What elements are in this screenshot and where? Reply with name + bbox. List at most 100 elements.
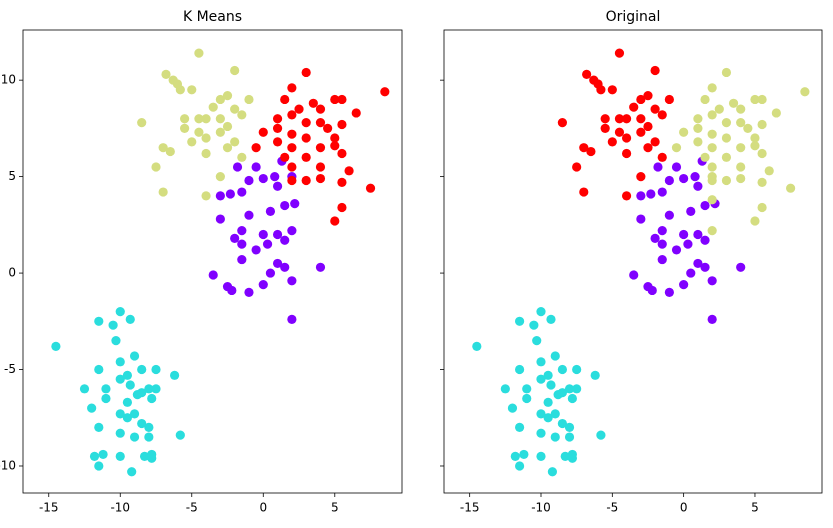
point bbox=[707, 276, 717, 286]
point bbox=[201, 114, 211, 124]
point bbox=[98, 449, 108, 460]
point bbox=[270, 172, 280, 182]
y-tick-label: 5 bbox=[8, 169, 16, 183]
point bbox=[543, 413, 553, 423]
point bbox=[507, 403, 518, 413]
point bbox=[272, 258, 283, 269]
y-tick-label: 0 bbox=[8, 266, 16, 280]
point bbox=[144, 432, 154, 442]
point bbox=[129, 432, 140, 442]
point bbox=[330, 141, 340, 151]
point bbox=[586, 146, 596, 157]
point bbox=[629, 270, 639, 280]
point bbox=[323, 123, 333, 133]
point bbox=[215, 127, 225, 137]
point bbox=[187, 137, 197, 147]
point bbox=[137, 364, 147, 375]
point bbox=[664, 210, 674, 220]
point bbox=[215, 114, 225, 124]
point bbox=[757, 202, 767, 213]
point bbox=[700, 152, 710, 162]
point bbox=[550, 409, 560, 419]
point bbox=[330, 94, 340, 105]
point bbox=[244, 175, 254, 186]
point bbox=[337, 148, 347, 159]
point bbox=[515, 461, 525, 471]
point bbox=[693, 229, 703, 240]
axes-frame bbox=[443, 29, 823, 494]
point bbox=[344, 166, 354, 176]
y-tick-label: -5 bbox=[4, 362, 16, 376]
point bbox=[272, 123, 283, 133]
point bbox=[546, 314, 556, 324]
point bbox=[194, 127, 204, 137]
point bbox=[51, 341, 61, 351]
point bbox=[657, 254, 667, 265]
point bbox=[629, 102, 639, 112]
point bbox=[137, 418, 147, 429]
point bbox=[714, 104, 724, 114]
point bbox=[671, 162, 682, 172]
point bbox=[201, 133, 211, 143]
point bbox=[472, 341, 482, 351]
point bbox=[519, 449, 529, 460]
point bbox=[115, 451, 125, 461]
point bbox=[215, 172, 225, 182]
point bbox=[636, 127, 646, 137]
point bbox=[272, 229, 283, 240]
point bbox=[543, 397, 553, 407]
point bbox=[736, 104, 746, 114]
point bbox=[657, 152, 667, 162]
point bbox=[115, 307, 125, 317]
point bbox=[230, 137, 240, 147]
point bbox=[500, 384, 510, 394]
point bbox=[764, 166, 774, 176]
point bbox=[287, 129, 297, 139]
point bbox=[222, 121, 233, 132]
point bbox=[522, 393, 532, 404]
point bbox=[643, 90, 653, 101]
point bbox=[287, 276, 297, 286]
point bbox=[111, 335, 121, 346]
point bbox=[693, 123, 703, 133]
point bbox=[600, 123, 610, 133]
point bbox=[79, 384, 90, 394]
point bbox=[280, 200, 290, 211]
x-tick-label: -5 bbox=[186, 501, 198, 515]
point bbox=[180, 114, 190, 124]
point bbox=[536, 428, 546, 438]
point bbox=[721, 67, 732, 78]
point bbox=[125, 314, 135, 324]
point bbox=[721, 133, 732, 143]
point bbox=[636, 114, 646, 124]
point bbox=[786, 183, 796, 193]
point bbox=[237, 152, 247, 162]
x-tick-label: -10 bbox=[531, 501, 551, 515]
point bbox=[707, 143, 717, 153]
point bbox=[287, 175, 297, 186]
point bbox=[201, 191, 211, 201]
point bbox=[579, 143, 589, 153]
point bbox=[144, 422, 154, 433]
point bbox=[707, 314, 717, 324]
point bbox=[621, 191, 632, 201]
point bbox=[230, 104, 240, 114]
point bbox=[101, 393, 111, 404]
point bbox=[614, 114, 625, 124]
point bbox=[664, 287, 674, 297]
point bbox=[330, 216, 340, 226]
point bbox=[536, 374, 546, 384]
point bbox=[208, 102, 218, 112]
point bbox=[301, 67, 311, 78]
point bbox=[161, 69, 171, 79]
point bbox=[607, 137, 617, 147]
point bbox=[94, 316, 104, 326]
point bbox=[657, 226, 667, 236]
chart-title: Original bbox=[606, 9, 661, 25]
point bbox=[567, 393, 577, 404]
x-tick-label: 5 bbox=[751, 501, 759, 515]
point bbox=[227, 285, 237, 296]
point bbox=[301, 118, 311, 128]
point bbox=[693, 258, 703, 269]
point bbox=[315, 162, 326, 172]
